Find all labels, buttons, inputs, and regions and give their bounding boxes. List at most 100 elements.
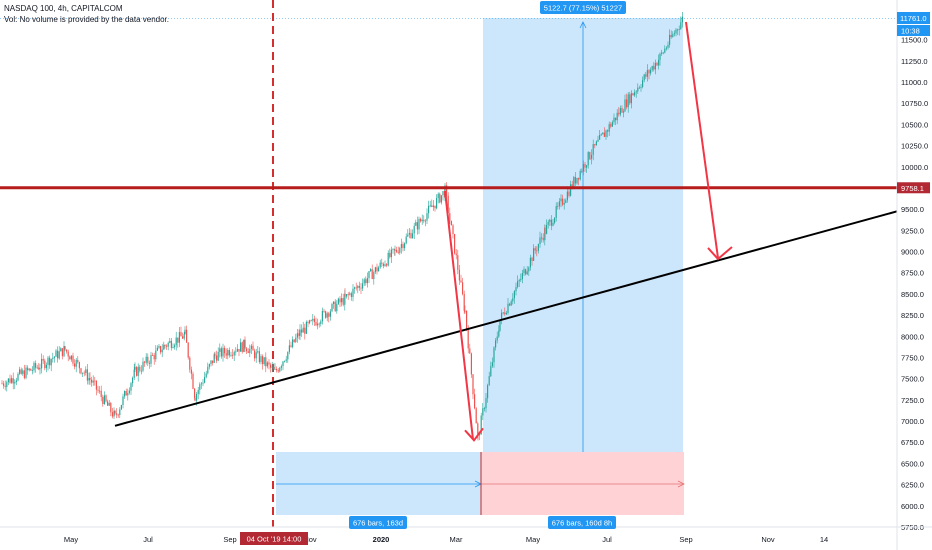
candle <box>387 252 389 266</box>
candle <box>326 313 328 318</box>
candle <box>390 249 392 258</box>
candle <box>529 257 531 268</box>
candle <box>194 388 196 398</box>
candle <box>207 366 209 374</box>
candle <box>113 410 115 417</box>
candle <box>279 367 281 372</box>
candle <box>334 301 336 312</box>
candle <box>298 333 300 336</box>
candle <box>142 361 144 371</box>
candle <box>680 22 682 29</box>
candle <box>258 351 260 363</box>
price-tick-label: 7500.0 <box>901 375 924 384</box>
candle <box>89 377 91 380</box>
candle <box>565 200 567 203</box>
candle <box>370 269 372 272</box>
candle <box>174 345 176 348</box>
candle <box>225 353 227 356</box>
countdown-value: 10:38 <box>901 27 920 36</box>
candle <box>230 354 232 356</box>
candles-group <box>1 12 683 441</box>
candle <box>374 267 376 273</box>
candle <box>175 337 177 346</box>
candle <box>681 16 683 23</box>
candle <box>321 310 323 322</box>
candle <box>200 383 202 385</box>
candle <box>137 366 139 376</box>
candle <box>597 139 599 142</box>
candle <box>542 237 544 241</box>
candle <box>557 206 559 207</box>
candle <box>346 294 348 297</box>
candle <box>318 323 320 325</box>
candle <box>431 205 433 207</box>
candle <box>440 195 442 203</box>
candle <box>373 272 375 280</box>
candle <box>128 390 130 393</box>
candle <box>533 248 535 261</box>
candle <box>270 364 272 368</box>
candle <box>77 359 79 363</box>
candle <box>643 74 645 81</box>
candle <box>460 280 462 283</box>
candle <box>654 62 656 70</box>
date-range-left <box>276 452 481 515</box>
candle <box>133 369 135 378</box>
candle <box>547 221 549 225</box>
candle <box>379 262 381 268</box>
candle <box>653 66 655 70</box>
candle <box>41 359 43 369</box>
candle <box>136 367 138 376</box>
candle <box>119 409 121 416</box>
candle <box>315 322 317 326</box>
price-tick-label: 6500.0 <box>901 459 924 468</box>
candle <box>254 350 256 359</box>
candle <box>485 398 487 409</box>
candle <box>600 134 602 136</box>
candle <box>449 213 451 221</box>
candle <box>341 298 343 303</box>
candle <box>280 366 282 368</box>
candle <box>108 403 110 406</box>
candle <box>579 170 581 180</box>
candle <box>488 376 490 386</box>
candle <box>509 303 511 306</box>
candle <box>262 356 264 365</box>
candle <box>313 318 315 323</box>
candle <box>320 321 322 324</box>
candle <box>184 329 186 334</box>
candle <box>658 59 660 66</box>
candle <box>148 362 150 364</box>
candle <box>576 177 578 184</box>
candle <box>285 359 287 361</box>
candle <box>357 285 359 289</box>
candle <box>413 225 415 234</box>
candle <box>222 347 224 357</box>
candle <box>523 269 525 274</box>
candle <box>103 395 105 405</box>
candle <box>381 262 383 264</box>
candle <box>107 401 109 406</box>
candle <box>78 362 80 369</box>
candle <box>323 310 325 312</box>
candle <box>344 293 346 305</box>
candle <box>35 363 37 368</box>
candle <box>520 279 522 281</box>
candle <box>368 271 370 279</box>
candle <box>571 184 573 188</box>
level-price-value: 9758.1 <box>901 184 924 193</box>
candle <box>665 47 667 49</box>
candle <box>69 356 71 360</box>
candle <box>50 359 52 366</box>
candle <box>12 378 14 384</box>
candle <box>507 303 509 313</box>
candle <box>407 234 409 237</box>
candle <box>64 346 66 350</box>
candle <box>455 253 457 256</box>
candle <box>160 346 162 353</box>
measure-top-label: 5122.7 (77.15%) 51227 <box>544 4 622 13</box>
candle <box>187 342 189 358</box>
candle <box>328 313 330 317</box>
